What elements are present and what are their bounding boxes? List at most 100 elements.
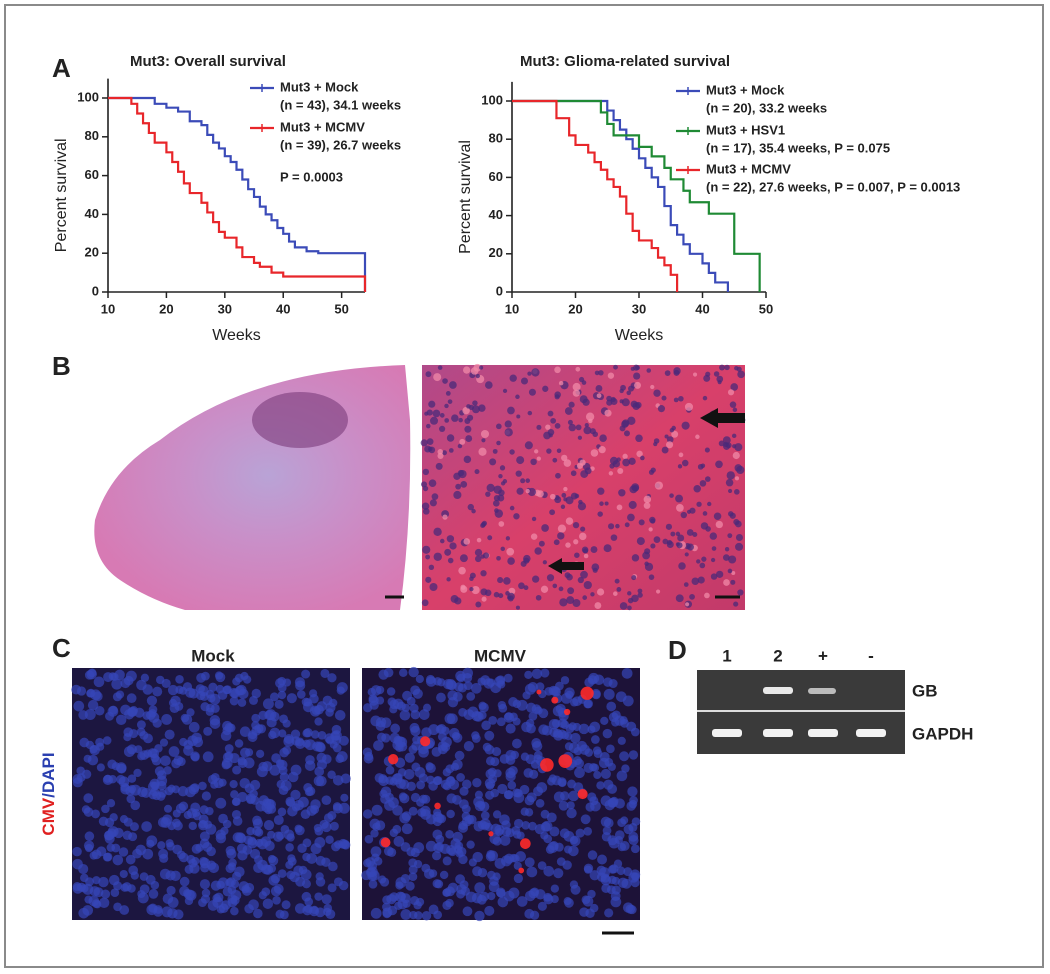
- nucleus: [295, 876, 306, 887]
- nucleus: [493, 494, 501, 502]
- nucleus: [509, 505, 515, 511]
- nucleus: [620, 816, 629, 825]
- nucleus: [107, 759, 117, 769]
- nucleus: [157, 841, 166, 850]
- nucleus: [589, 763, 598, 772]
- nucleus: [520, 478, 526, 484]
- nucleus: [439, 425, 446, 432]
- legend-label: Mut3 + Mock: [280, 79, 359, 94]
- nucleus: [493, 485, 502, 494]
- nucleus: [322, 695, 333, 706]
- nucleus: [540, 668, 550, 678]
- nucleus: [111, 843, 121, 853]
- nucleus: [421, 599, 429, 607]
- nucleus: [327, 673, 337, 683]
- nucleus: [213, 777, 224, 789]
- nucleus: [669, 493, 674, 498]
- nucleus: [598, 446, 606, 454]
- nucleus: [125, 670, 137, 682]
- nucleus: [710, 557, 716, 563]
- nucleus: [481, 521, 487, 527]
- nucleus: [245, 793, 257, 804]
- nucleus: [622, 695, 634, 707]
- nucleus: [277, 759, 288, 771]
- nucleus: [513, 792, 525, 804]
- nucleus: [583, 426, 592, 435]
- nucleus: [734, 443, 743, 452]
- cmv-signal: [387, 754, 399, 765]
- nucleus: [609, 864, 619, 874]
- nucleus: [619, 388, 624, 394]
- nucleus: [534, 706, 543, 715]
- nucleus: [526, 792, 537, 803]
- nucleus: [275, 678, 285, 688]
- nucleus: [508, 697, 518, 707]
- nucleus: [693, 484, 701, 493]
- nucleus: [500, 481, 506, 486]
- nucleus: [520, 752, 530, 761]
- nucleus: [410, 685, 421, 696]
- nucleus: [376, 696, 385, 705]
- nucleus: [496, 717, 506, 727]
- nucleus: [583, 863, 594, 874]
- nucleus: [173, 909, 184, 920]
- nucleus: [150, 787, 160, 797]
- nucleus: [221, 760, 231, 770]
- nucleus: [484, 730, 495, 741]
- nucleus: [543, 892, 553, 902]
- nucleus: [554, 423, 561, 429]
- nucleus: [454, 750, 465, 761]
- nucleus: [563, 486, 568, 492]
- nucleus: [336, 751, 348, 762]
- nucleus: [178, 801, 189, 811]
- nucleus: [527, 410, 533, 416]
- nucleus: [527, 371, 532, 376]
- nucleus: [546, 574, 555, 582]
- nucleus: [684, 552, 689, 557]
- nucleus: [623, 430, 630, 437]
- nucleus: [474, 555, 482, 563]
- nucleus: [304, 760, 316, 771]
- nucleus: [371, 804, 383, 816]
- nucleus: [321, 795, 332, 805]
- nucleus: [82, 905, 94, 916]
- nucleus: [478, 702, 489, 713]
- nucleus: [72, 777, 83, 788]
- nucleus: [458, 417, 463, 423]
- nucleus: [636, 537, 645, 546]
- nucleus: [705, 371, 711, 377]
- nucleus: [84, 831, 95, 841]
- nucleus: [616, 504, 623, 511]
- nucleus: [666, 539, 673, 546]
- nucleus: [253, 908, 263, 919]
- nucleus: [485, 851, 496, 862]
- nucleus: [392, 739, 404, 751]
- nucleus: [101, 804, 110, 814]
- nucleus: [189, 863, 200, 874]
- nucleus: [428, 479, 437, 487]
- nucleus: [490, 757, 500, 767]
- nucleus: [465, 435, 473, 442]
- x-axis-label: Weeks: [615, 327, 664, 344]
- nucleus: [449, 381, 457, 389]
- nucleus: [91, 849, 102, 860]
- nucleus: [535, 682, 545, 691]
- nucleus: [565, 496, 574, 505]
- nucleus: [540, 831, 549, 840]
- nucleus: [704, 476, 711, 482]
- nucleus: [417, 808, 427, 817]
- nucleus: [126, 693, 137, 704]
- nucleus: [629, 869, 641, 880]
- nucleus: [408, 806, 418, 816]
- nucleus: [285, 796, 296, 807]
- nucleus: [637, 588, 643, 594]
- nucleus: [414, 766, 426, 778]
- nucleus: [153, 907, 163, 917]
- nucleus: [613, 591, 618, 596]
- nucleus: [186, 708, 195, 717]
- nucleus: [222, 819, 232, 829]
- nucleus: [420, 439, 428, 447]
- nucleus: [87, 699, 99, 711]
- annotation: P = 0.0003: [280, 169, 343, 184]
- cmv-signal: [380, 837, 391, 848]
